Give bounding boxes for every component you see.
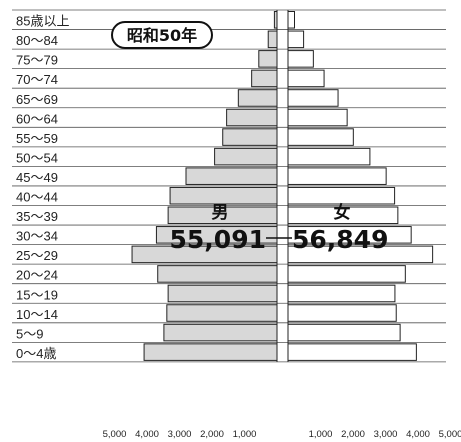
male-bar (214, 147, 278, 166)
x-tick-label: 1,000 (233, 429, 257, 440)
age-group-label: 70～74 (16, 72, 58, 87)
male-bar (267, 30, 278, 49)
age-group-label: 0～4歳 (16, 346, 56, 361)
female-total: 56,849 (292, 225, 388, 254)
x-tick-label: 1,000 (309, 429, 333, 440)
female-bar (287, 108, 348, 127)
grid-lines (12, 9, 446, 363)
x-tick-label: 4,000 (135, 429, 159, 440)
x-tick-label: 2,000 (341, 429, 365, 440)
age-group-label: 45～49 (16, 170, 58, 185)
age-labels: 85歳以上 80～84 75～79 70～74 65～69 60～64 55～59 50～54… (16, 14, 69, 361)
female-bar (287, 304, 397, 322)
male-bar (273, 11, 278, 29)
female-bar (287, 147, 371, 166)
female-label: 女 (334, 202, 351, 223)
male-bar (169, 186, 278, 205)
male-bar (166, 304, 278, 322)
female-bar (287, 11, 295, 29)
age-group-label: 40～44 (16, 190, 58, 205)
male-bar (185, 167, 278, 185)
age-group-label: 60～64 (16, 111, 58, 126)
female-bar (287, 284, 396, 303)
female-bar (287, 323, 401, 342)
male-bar (222, 128, 278, 146)
age-group-label: 80～84 (16, 33, 58, 48)
female-bar (287, 206, 399, 225)
chart-title-badge: 昭和50年 (111, 21, 213, 49)
male-label: 男 (212, 203, 229, 223)
male-bar (155, 226, 278, 244)
female-bar (287, 128, 354, 146)
male-bar (167, 206, 278, 225)
age-group-label: 75～79 (16, 53, 58, 68)
male-bar (237, 89, 278, 107)
male-bar (251, 69, 278, 88)
female-bar (287, 226, 412, 244)
age-group-label: 30～34 (16, 229, 58, 244)
age-group-label: 55～59 (16, 131, 58, 146)
female-bar (287, 30, 305, 49)
age-group-label: 65～69 (16, 92, 58, 107)
male-bar (258, 50, 278, 68)
male-bar (143, 343, 278, 361)
female-bar (287, 89, 339, 107)
male-bar (167, 284, 278, 303)
age-group-label: 10～14 (16, 307, 58, 322)
female-bar (287, 186, 396, 205)
x-tick-label: 3,000 (168, 429, 192, 440)
age-group-label: 50～54 (16, 150, 58, 165)
age-group-label: 5～9 (16, 326, 43, 341)
bars (131, 11, 434, 361)
female-bar (287, 265, 406, 283)
x-tick-label: 4,000 (406, 429, 430, 440)
female-bar (287, 167, 387, 185)
male-bar (131, 245, 278, 264)
female-bar (287, 50, 314, 68)
chart-title: 昭和50年 (127, 26, 197, 45)
male-bar (157, 265, 278, 283)
age-group-label: 35～39 (16, 209, 58, 224)
female-bar (287, 343, 417, 361)
age-group-label: 20～24 (16, 268, 58, 283)
male-bar (226, 108, 278, 127)
x-tick-label: 3,000 (374, 429, 398, 440)
male-bar (163, 323, 278, 342)
title-badge-border (111, 21, 213, 49)
x-tick-label: 5,000 (439, 429, 461, 440)
age-group-label: 25～29 (16, 248, 58, 263)
female-bar (287, 245, 434, 264)
age-group-label: 15～19 (16, 287, 58, 302)
age-group-label: 85歳以上 (16, 14, 69, 29)
male-total: 55,091 (170, 225, 266, 254)
x-tick-label: 2,000 (200, 429, 224, 440)
female-bar (287, 69, 325, 88)
x-tick-label: 5,000 (103, 429, 127, 440)
x-tick-labels: 5,000 4,000 3,000 2,000 1,000 1,000 2,000 3,000… (103, 429, 461, 440)
